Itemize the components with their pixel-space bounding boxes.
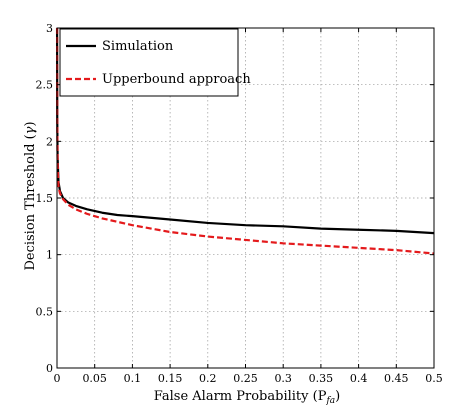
y-axis-label-close: ) [23,121,38,126]
x-axis-label-close: ) [335,389,340,404]
x-tick-label: 0.1 [124,372,142,385]
x-tick-label: 0.45 [384,372,409,385]
x-tick-label: 0 [54,372,61,385]
y-axis-label-text: Decision Threshold ( [23,134,38,270]
y-tick-label: 2 [46,135,53,148]
x-axis-label-text: False Alarm Probability (P [154,389,327,404]
series-lines [55,27,435,255]
legend-box [59,28,239,97]
x-tick-label: 0.2 [199,372,217,385]
y-tick-label: 2.5 [36,79,54,92]
y-axis-label-symbol: γ [23,126,38,134]
legend: Simulation Upperbound approach [59,28,251,97]
x-tick-label: 0.5 [425,372,443,385]
x-axis-label: False Alarm Probability (Pfa) [154,389,340,406]
x-ticks: 0 0.05 0.1 0.15 0.2 0.25 0.3 0.35 0.4 0.45 0.5 [54,28,443,385]
y-tick-label: 3 [46,22,53,35]
x-axis-label-subscript: fa [325,396,335,406]
y-axis-label: Decision Threshold (γ) [23,121,38,270]
x-tick-label: 0.3 [274,372,292,385]
x-tick-label: 0.4 [350,372,368,385]
y-tick-label: 0 [46,362,53,375]
x-tick-label: 0.35 [309,372,334,385]
legend-label-simulation: Simulation [102,39,174,54]
x-tick-label: 0.05 [82,372,107,385]
y-tick-label: 1 [46,249,53,262]
y-ticks: 0 0.5 1 1.5 2 2.5 3 [36,22,434,375]
y-tick-label: 0.5 [36,305,54,318]
x-tick-label: 0.15 [158,372,183,385]
x-tick-label: 0.25 [233,372,258,385]
legend-label-upperbound: Upperbound approach [102,72,251,87]
y-tick-label: 1.5 [36,192,54,205]
